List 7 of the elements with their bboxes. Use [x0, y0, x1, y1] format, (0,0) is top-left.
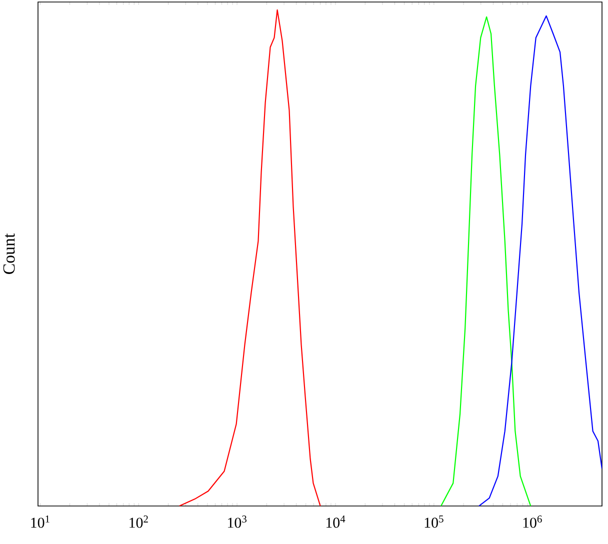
x-tick-label: 10$^{6}$	[523, 516, 542, 528]
x-tick-label: 10$^{4}$	[326, 516, 346, 528]
x-tick-label: 10$^{2}$	[130, 516, 148, 528]
x-tick-label: 10$^{1}$	[31, 516, 50, 528]
y-axis-title: Count	[3, 233, 15, 274]
x-tick-label: 10$^{3}$	[228, 516, 246, 528]
x-tick-label: 10$^{5}$	[424, 516, 444, 528]
